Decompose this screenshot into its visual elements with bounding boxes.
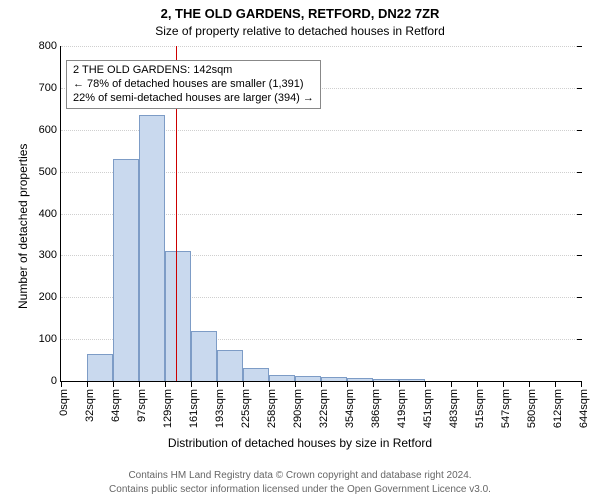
y-tick-mark [577,172,582,173]
histogram-bar [87,354,113,381]
x-tick-mark [295,382,296,387]
annotation-line: 22% of semi-detached houses are larger (… [73,92,314,106]
x-tick-label: 322sqm [318,389,330,439]
histogram-bar [347,378,373,381]
x-tick-label: 515sqm [474,389,486,439]
x-tick-mark [87,382,88,387]
x-tick-label: 97sqm [136,389,148,439]
histogram-bar [165,251,191,381]
footer-line-1: Contains HM Land Registry data © Crown c… [0,470,600,481]
y-tick-label: 100 [39,333,61,345]
gridline-h [61,46,581,47]
histogram-bar [295,376,321,381]
x-tick-mark [191,382,192,387]
x-tick-mark [529,382,530,387]
x-tick-mark [477,382,478,387]
x-tick-label: 483sqm [448,389,460,439]
x-tick-label: 644sqm [578,389,590,439]
x-tick-label: 419sqm [396,389,408,439]
y-tick-label: 0 [51,375,61,387]
x-tick-mark [399,382,400,387]
x-tick-mark [347,382,348,387]
y-tick-label: 300 [39,249,61,261]
x-tick-mark [217,382,218,387]
histogram-bar [373,379,399,382]
y-tick-label: 600 [39,124,61,136]
title-sub: Size of property relative to detached ho… [0,24,600,38]
x-tick-mark [425,382,426,387]
y-tick-label: 200 [39,291,61,303]
x-tick-label: 612sqm [552,389,564,439]
y-tick-mark [577,130,582,131]
x-tick-mark [451,382,452,387]
footer-line-2: Contains public sector information licen… [0,484,600,495]
x-tick-label: 32sqm [84,389,96,439]
x-tick-label: 386sqm [370,389,382,439]
histogram-bar [139,115,165,381]
histogram-bar [269,375,295,381]
y-tick-label: 500 [39,166,61,178]
x-tick-mark [139,382,140,387]
x-tick-label: 354sqm [344,389,356,439]
x-tick-mark [503,382,504,387]
x-tick-label: 258sqm [266,389,278,439]
x-tick-label: 225sqm [240,389,252,439]
x-tick-label: 129sqm [162,389,174,439]
x-tick-mark [243,382,244,387]
histogram-bar [113,159,139,381]
y-tick-label: 800 [39,40,61,52]
x-tick-label: 580sqm [526,389,538,439]
x-tick-label: 64sqm [110,389,122,439]
x-tick-label: 193sqm [214,389,226,439]
annotation-box: 2 THE OLD GARDENS: 142sqm← 78% of detach… [66,60,321,109]
annotation-line: 2 THE OLD GARDENS: 142sqm [73,64,314,78]
y-axis-label: Number of detached properties [16,143,30,308]
x-tick-label: 451sqm [422,389,434,439]
annotation-line: ← 78% of detached houses are smaller (1,… [73,78,314,92]
chart-container: 2, THE OLD GARDENS, RETFORD, DN22 7ZR Si… [0,0,600,500]
x-tick-mark [373,382,374,387]
y-tick-mark [577,46,582,47]
y-tick-label: 700 [39,82,61,94]
y-tick-mark [577,214,582,215]
x-tick-mark [113,382,114,387]
x-tick-mark [555,382,556,387]
x-tick-mark [321,382,322,387]
x-tick-mark [165,382,166,387]
histogram-bar [399,379,425,382]
title-main: 2, THE OLD GARDENS, RETFORD, DN22 7ZR [0,6,600,21]
y-tick-mark [577,297,582,298]
histogram-bar [217,350,243,381]
histogram-bar [191,331,217,381]
y-tick-mark [577,88,582,89]
x-tick-mark [61,382,62,387]
histogram-bar [321,377,347,381]
x-tick-label: 290sqm [292,389,304,439]
x-tick-label: 161sqm [188,389,200,439]
y-tick-mark [577,255,582,256]
x-tick-mark [269,382,270,387]
x-tick-label: 0sqm [58,389,70,439]
y-tick-label: 400 [39,208,61,220]
x-tick-label: 547sqm [500,389,512,439]
histogram-bar [243,368,269,381]
y-tick-mark [577,339,582,340]
x-tick-mark [581,382,582,387]
